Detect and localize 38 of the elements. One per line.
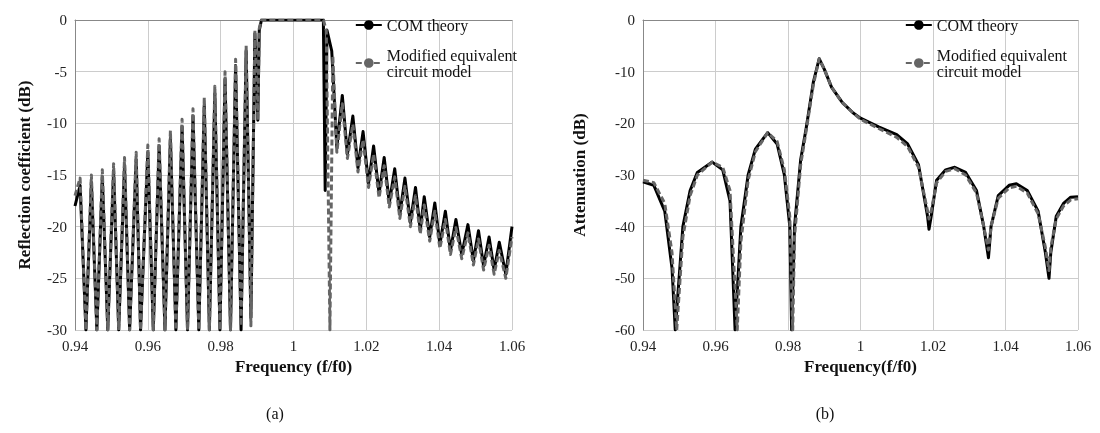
x-tick-label: 1.02: [353, 337, 380, 354]
x-tick-label: 0.96: [134, 337, 162, 354]
y-tick-label: 0: [627, 12, 635, 28]
y-tick-label: 0: [59, 12, 67, 28]
x-tick-label: 0.98: [774, 337, 802, 354]
x-tick-label: 1.02: [919, 337, 947, 354]
y-tick-label: -15: [47, 167, 67, 183]
y-tick-label: -5: [54, 63, 67, 80]
x-tick-label: 0.94: [629, 337, 657, 354]
y-tick-label: -25: [47, 270, 67, 287]
text: (b): [815, 404, 835, 423]
text: (a): [266, 404, 284, 423]
legend-label: Modified equivalent circuit model: [936, 46, 1071, 80]
x-tick-label: 1.06: [498, 337, 526, 354]
x-axis-title: Frequency (f/f0): [234, 357, 353, 376]
y-axis-title: Reflection coefficient (dB): [15, 80, 34, 270]
x-tick-label: 1: [289, 337, 298, 354]
y-tick-label: -10: [47, 115, 67, 132]
x-tick-label: 0.98: [207, 337, 234, 354]
x-axis-title: Frequency(f/f0): [804, 357, 917, 376]
x-tick-label: 1.06: [1064, 337, 1092, 354]
x-tick-label: 0.94: [61, 337, 89, 354]
x-tick-label: 1.04: [992, 337, 1020, 354]
y-tick-label: -30: [615, 167, 635, 183]
legend-label: COM theory: [386, 16, 469, 35]
y-axis-title: Attenuation (dB): [570, 113, 589, 237]
y-tick-label: -50: [615, 270, 635, 287]
y-tick-label: -30: [47, 322, 67, 338]
y-tick-label: -20: [615, 115, 635, 132]
x-tick-label: 1.04: [426, 337, 453, 354]
y-tick-label: -10: [615, 63, 635, 80]
legend-label: COM theory: [936, 16, 1019, 35]
y-tick-label: -60: [615, 322, 635, 338]
x-tick-label: 0.96: [702, 337, 730, 354]
y-tick-label: -20: [47, 218, 67, 235]
y-tick-label: -40: [615, 218, 635, 235]
x-tick-label: 1: [856, 337, 865, 354]
legend-label: Modified equivalent circuit model: [386, 46, 521, 80]
